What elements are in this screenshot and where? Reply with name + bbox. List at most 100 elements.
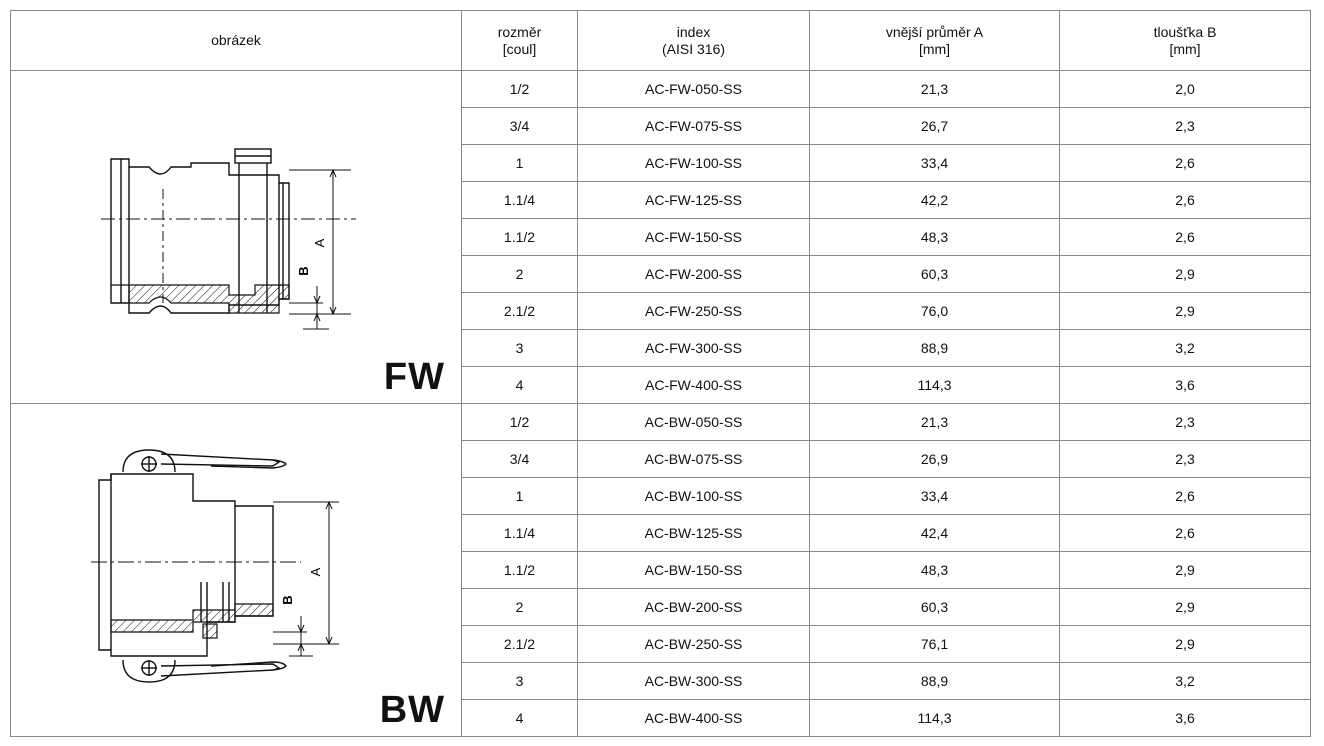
- index-cell: AC-FW-050-SS: [577, 70, 810, 108]
- table-row: 4 AC-FW-400-SS 114,3 3,6: [11, 366, 1311, 404]
- header-index: index (AISI 316): [577, 10, 810, 71]
- outer-diameter-cell: 76,1: [809, 625, 1060, 663]
- outer-diameter-cell: 33,4: [809, 477, 1060, 515]
- index-cell: AC-BW-300-SS: [577, 662, 810, 700]
- table-row: 4 AC-BW-400-SS 114,3 3,6: [11, 699, 1311, 737]
- size-cell: 2.1/2: [461, 625, 578, 663]
- table-row: 3/4 AC-FW-075-SS 26,7 2,3: [11, 107, 1311, 145]
- dimension-label-a: A: [312, 238, 327, 247]
- table-row: 2.1/2 AC-BW-250-SS 76,1 2,9: [11, 625, 1311, 663]
- outer-diameter-cell: 42,2: [809, 181, 1060, 219]
- outer-diameter-cell: 88,9: [809, 329, 1060, 367]
- spec-table: obrázek rozměr [coul] index (AISI 316) vně…: [10, 10, 1311, 737]
- index-cell: AC-FW-300-SS: [577, 329, 810, 367]
- size-cell: 1: [461, 144, 578, 182]
- outer-diameter-cell: 48,3: [809, 218, 1060, 256]
- thickness-cell: 2,9: [1059, 625, 1311, 663]
- thickness-cell: 2,3: [1059, 107, 1311, 145]
- outer-diameter-cell: 114,3: [809, 366, 1060, 404]
- table-row: 1.1/4 AC-FW-125-SS 42,2 2,6: [11, 181, 1311, 219]
- picture-cell-bw: A B BW: [10, 403, 462, 737]
- picture-cell-fw: A B FW: [10, 70, 462, 404]
- index-cell: AC-FW-250-SS: [577, 292, 810, 330]
- type-code-label: FW: [383, 356, 445, 398]
- index-cell: AC-FW-100-SS: [577, 144, 810, 182]
- size-cell: 1.1/2: [461, 218, 578, 256]
- table-row: 1 AC-BW-100-SS 33,4 2,6: [11, 477, 1311, 515]
- outer-diameter-cell: 26,7: [809, 107, 1060, 145]
- outer-diameter-cell: 33,4: [809, 144, 1060, 182]
- size-cell: 3/4: [461, 440, 578, 478]
- thickness-cell: 2,9: [1059, 255, 1311, 293]
- outer-diameter-cell: 88,9: [809, 662, 1060, 700]
- size-cell: 1/2: [461, 70, 578, 108]
- index-cell: AC-FW-200-SS: [577, 255, 810, 293]
- thickness-cell: 3,2: [1059, 662, 1311, 700]
- type-code-label: BW: [379, 689, 445, 731]
- index-cell: AC-BW-250-SS: [577, 625, 810, 663]
- dimension-label-b: B: [296, 266, 311, 275]
- thickness-cell: 2,6: [1059, 218, 1311, 256]
- size-cell: 1/2: [461, 403, 578, 441]
- outer-diameter-cell: 76,0: [809, 292, 1060, 330]
- bw-coupling-drawing: A B: [91, 449, 339, 683]
- index-cell: AC-BW-100-SS: [577, 477, 810, 515]
- size-cell: 3: [461, 329, 578, 367]
- size-cell: 1: [461, 477, 578, 515]
- header-thickness: tloušťka B [mm]: [1059, 10, 1311, 71]
- header-size: rozměr [coul]: [461, 10, 578, 71]
- table-row: 2.1/2 AC-FW-250-SS 76,0 2,9: [11, 292, 1311, 330]
- thickness-cell: 2,3: [1059, 403, 1311, 441]
- index-cell: AC-BW-125-SS: [577, 514, 810, 552]
- table-row: 1.1/2 AC-FW-150-SS 48,3 2,6: [11, 218, 1311, 256]
- table-row: 3 AC-FW-300-SS 88,9 3,2: [11, 329, 1311, 367]
- index-cell: AC-BW-400-SS: [577, 699, 810, 737]
- thickness-cell: 2,9: [1059, 292, 1311, 330]
- header-row: obrázek rozměr [coul] index (AISI 316) vně…: [10, 10, 1311, 71]
- outer-diameter-cell: 21,3: [809, 70, 1060, 108]
- outer-diameter-cell: 114,3: [809, 699, 1060, 737]
- size-cell: 1.1/2: [461, 551, 578, 589]
- size-cell: 3: [461, 662, 578, 700]
- size-cell: 2.1/2: [461, 292, 578, 330]
- table-row: 2 AC-BW-200-SS 60,3 2,9: [11, 588, 1311, 626]
- thickness-cell: 2,6: [1059, 181, 1311, 219]
- index-cell: AC-FW-125-SS: [577, 181, 810, 219]
- table-row: A B FW 1/2 AC-FW-050-SS 21,3 2,0: [10, 70, 1311, 404]
- index-cell: AC-FW-075-SS: [577, 107, 810, 145]
- size-cell: 3/4: [461, 107, 578, 145]
- thickness-cell: 3,6: [1059, 366, 1311, 404]
- size-cell: 4: [461, 366, 578, 404]
- size-cell: 2: [461, 588, 578, 626]
- index-cell: AC-BW-050-SS: [577, 403, 810, 441]
- fw-coupling-drawing: A B: [101, 148, 356, 330]
- size-cell: 1.1/4: [461, 181, 578, 219]
- index-cell: AC-BW-075-SS: [577, 440, 810, 478]
- header-picture: obrázek: [10, 10, 462, 71]
- outer-diameter-cell: 60,3: [809, 588, 1060, 626]
- table-row: 2 AC-FW-200-SS 60,3 2,9: [11, 255, 1311, 293]
- outer-diameter-cell: 21,3: [809, 403, 1060, 441]
- thickness-cell: 2,9: [1059, 551, 1311, 589]
- thickness-cell: 3,6: [1059, 699, 1311, 737]
- index-cell: AC-BW-150-SS: [577, 551, 810, 589]
- thickness-cell: 2,6: [1059, 144, 1311, 182]
- thickness-cell: 2,6: [1059, 477, 1311, 515]
- size-cell: 1.1/4: [461, 514, 578, 552]
- index-cell: AC-BW-200-SS: [577, 588, 810, 626]
- thickness-cell: 2,6: [1059, 514, 1311, 552]
- outer-diameter-cell: 42,4: [809, 514, 1060, 552]
- dimension-label-b: B: [280, 595, 295, 604]
- dimension-label-a: A: [308, 567, 323, 576]
- size-cell: 2: [461, 255, 578, 293]
- thickness-cell: 3,2: [1059, 329, 1311, 367]
- thickness-cell: 2,9: [1059, 588, 1311, 626]
- outer-diameter-cell: 60,3: [809, 255, 1060, 293]
- outer-diameter-cell: 48,3: [809, 551, 1060, 589]
- index-cell: AC-FW-150-SS: [577, 218, 810, 256]
- size-cell: 4: [461, 699, 578, 737]
- table-row: 3 AC-BW-300-SS 88,9 3,2: [11, 662, 1311, 700]
- header-outer-diameter: vnější průměr A [mm]: [809, 10, 1060, 71]
- index-cell: AC-FW-400-SS: [577, 366, 810, 404]
- thickness-cell: 2,3: [1059, 440, 1311, 478]
